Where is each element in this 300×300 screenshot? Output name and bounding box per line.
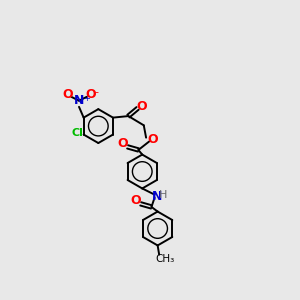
Text: CH₃: CH₃	[156, 254, 175, 264]
Text: N: N	[152, 190, 162, 203]
Text: O: O	[147, 133, 158, 146]
Text: O: O	[131, 194, 141, 207]
Text: +: +	[83, 94, 90, 103]
Text: N: N	[74, 94, 84, 107]
Text: -: -	[94, 87, 98, 97]
Text: H: H	[159, 190, 167, 200]
Text: O: O	[136, 100, 147, 112]
Text: O: O	[85, 88, 96, 101]
Text: O: O	[118, 137, 128, 150]
Text: O: O	[62, 88, 73, 101]
Text: Cl: Cl	[71, 128, 83, 138]
